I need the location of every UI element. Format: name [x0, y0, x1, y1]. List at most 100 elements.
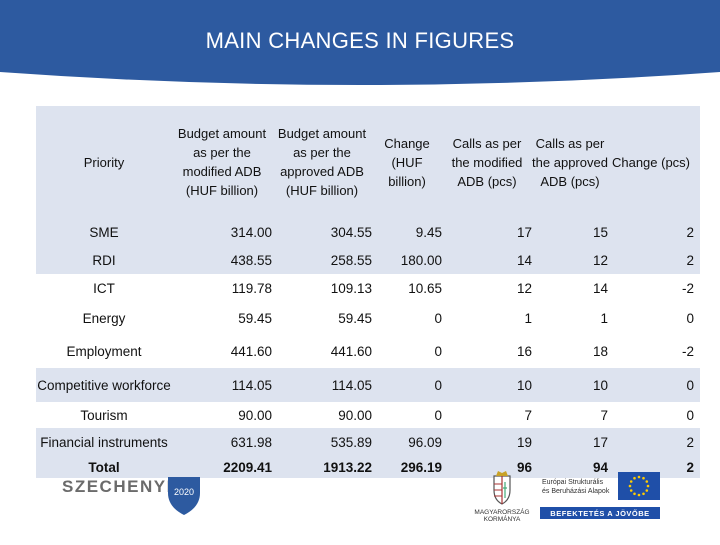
table-row: Financial instruments 631.98 535.89 96.09 19…	[36, 428, 700, 456]
cell-priority: SME	[89, 224, 119, 240]
table-row: Tourism 90.00 90.00 0 7 7 0	[36, 402, 700, 428]
funding-logos-graphic: MAGYARORSZÁG KORMÁNYA Európai Strukturál…	[474, 471, 660, 523]
cell-budget-modified: 2209.41	[223, 459, 272, 475]
eu-star-icon	[645, 480, 649, 483]
cell-change-pcs: 2	[686, 252, 694, 268]
eu-star-icon	[637, 493, 641, 497]
eu-line2: és Beruházási Alapok	[542, 488, 610, 495]
gov-line1: MAGYARORSZÁG	[474, 507, 529, 516]
cell-calls-modified: 96	[516, 459, 532, 475]
cell-change-huf: 180.00	[400, 252, 442, 268]
cell-budget-modified: 114.05	[231, 377, 272, 393]
cell-priority: Total	[88, 459, 120, 475]
cell-change-pcs: -2	[681, 280, 694, 296]
cell-calls-modified: 1	[524, 310, 532, 326]
cell-change-pcs: 0	[686, 310, 694, 326]
cell-calls-modified: 7	[524, 407, 532, 423]
eu-line1: Európai Strukturális	[542, 479, 604, 486]
eu-star-icon	[646, 484, 650, 488]
eu-star-icon	[642, 476, 645, 480]
table-row: RDI 438.55 258.55 180.00 14 12 2	[36, 246, 700, 274]
cell-budget-approved: 90.00	[338, 407, 372, 423]
cell-priority: Competitive workforce	[37, 377, 171, 393]
table-header-row: Priority Budget amount as per the modifi…	[36, 106, 700, 218]
cell-priority: Employment	[66, 343, 142, 359]
cell-budget-approved: 441.60	[330, 343, 372, 359]
cell-budget-approved: 258.55	[330, 252, 372, 268]
eu-star-icon	[633, 476, 636, 480]
szechenyi-2020-logo: SZECHENYI 2020	[62, 475, 212, 524]
eu-slogan: BEFEKTETÉS A JÖVŐBE	[550, 509, 649, 518]
cell-change-huf: 0	[434, 343, 442, 359]
hungarian-coat-of-arms-icon	[493, 471, 511, 505]
table-row: ICT 119.78 109.13 10.65 12 14 -2	[36, 274, 700, 302]
cell-budget-modified: 631.98	[230, 434, 272, 450]
cell-priority: Tourism	[80, 407, 128, 423]
cell-calls-approved: 12	[592, 252, 608, 268]
cell-calls-approved: 17	[592, 434, 608, 450]
cell-budget-modified: 90.00	[238, 407, 272, 423]
col-header-budget-approved: Budget amount as per the approved ADB (H…	[277, 126, 367, 198]
cell-calls-modified: 17	[516, 224, 532, 240]
header-background	[0, 0, 720, 85]
cell-budget-modified: 119.78	[231, 280, 272, 296]
cell-change-huf: 9.45	[415, 224, 442, 240]
col-header-change-huf: Change (HUF billion)	[384, 135, 430, 189]
eu-star-icon	[633, 492, 636, 496]
cell-budget-modified: 438.55	[230, 252, 272, 268]
szechenyi-logo-graphic: SZECHENYI 2020	[62, 477, 200, 515]
cell-change-huf: 10.65	[408, 280, 442, 296]
col-header-calls-modified: Calls as per the modified ADB (pcs)	[451, 135, 523, 189]
cell-calls-modified: 16	[516, 343, 532, 359]
cell-priority: Energy	[82, 310, 126, 326]
eu-star-icon	[629, 480, 633, 483]
cell-change-huf: 0	[434, 407, 442, 423]
cell-change-pcs: 2	[686, 434, 694, 450]
cell-change-huf: 0	[434, 310, 442, 326]
cell-calls-approved: 14	[592, 280, 608, 296]
cell-change-huf: 296.19	[400, 459, 442, 475]
cell-budget-approved: 1913.22	[323, 459, 372, 475]
cell-budget-approved: 59.45	[338, 310, 372, 326]
cell-budget-approved: 109.13	[330, 280, 372, 296]
cell-budget-approved: 304.55	[330, 224, 372, 240]
eu-star-icon	[628, 484, 632, 488]
funding-logos: MAGYARORSZÁG KORMÁNYA Európai Strukturál…	[472, 470, 720, 545]
eu-star-icon	[637, 475, 641, 479]
table-row: SME 314.00 304.55 9.45 17 15 2	[36, 218, 700, 246]
cell-budget-approved: 535.89	[330, 434, 372, 450]
szechenyi-text: SZECHENYI	[62, 477, 173, 496]
table-row: Employment 441.60 441.60 0 16 18 -2	[36, 334, 700, 368]
page-title: MAIN CHANGES IN FIGURES	[205, 28, 515, 53]
cell-priority: Financial instruments	[40, 434, 168, 450]
col-header-budget-modified: Budget amount as per the modified ADB (H…	[177, 126, 267, 198]
cell-change-huf: 96.09	[408, 434, 442, 450]
cell-budget-modified: 441.60	[230, 343, 272, 359]
cell-calls-modified: 14	[516, 252, 532, 268]
cell-calls-approved: 10	[592, 377, 608, 393]
col-header-change-pcs: Change (pcs)	[611, 154, 691, 170]
cell-change-pcs: 0	[686, 407, 694, 423]
cell-priority: RDI	[92, 252, 116, 268]
eu-star-icon	[642, 492, 645, 496]
cell-change-pcs: 0	[686, 377, 694, 393]
cell-budget-modified: 59.45	[238, 310, 272, 326]
cell-budget-modified: 314.00	[230, 224, 272, 240]
eu-flag-icon	[618, 472, 660, 500]
cell-change-pcs: 2	[686, 459, 694, 475]
cell-priority: ICT	[93, 280, 115, 296]
cell-budget-approved: 114.05	[331, 377, 372, 393]
cell-calls-approved: 7	[600, 407, 608, 423]
cell-change-huf: 0	[434, 377, 442, 393]
cell-change-pcs: 2	[686, 224, 694, 240]
eu-star-icon	[645, 489, 649, 492]
cell-calls-approved: 15	[592, 224, 608, 240]
figures-table: Priority Budget amount as per the modifi…	[36, 106, 700, 478]
cell-calls-approved: 94	[592, 459, 608, 475]
cell-change-pcs: -2	[681, 343, 694, 359]
eu-star-icon	[629, 489, 633, 492]
cell-calls-modified: 12	[516, 280, 532, 296]
table-row: Energy 59.45 59.45 0 1 1 0	[36, 302, 700, 334]
col-header-priority: Priority	[83, 154, 125, 170]
table-row: Competitive workforce 114.05 114.05 0 10 10 0	[36, 368, 700, 402]
